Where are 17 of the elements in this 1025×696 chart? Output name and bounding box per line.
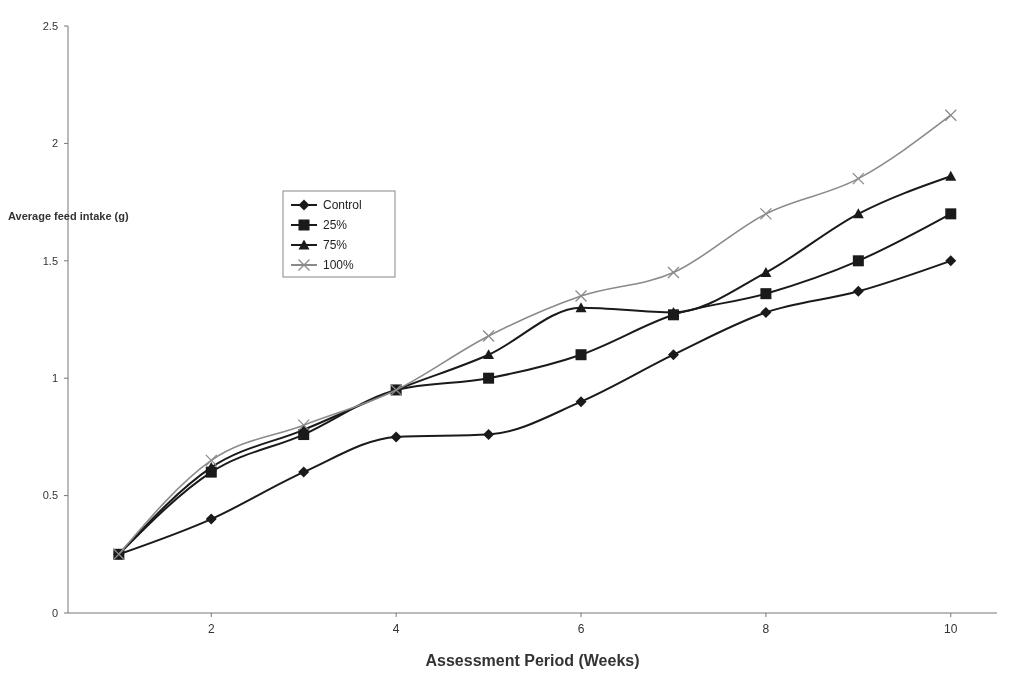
x-axis-title: Assessment Period (Weeks): [425, 652, 640, 669]
legend-label: Control: [323, 198, 362, 213]
x-tick-label: 8: [762, 622, 770, 636]
y-tick-label: 2.5: [42, 19, 58, 32]
y-tick-label: 0: [51, 606, 58, 619]
y-tick-label: 2: [51, 137, 58, 150]
x-tick-label: 10: [944, 622, 958, 636]
y-tick-label: 1: [51, 372, 58, 385]
legend-label: 75%: [323, 238, 348, 253]
x-tick-label: 4: [392, 622, 400, 636]
legend-label: 100%: [323, 258, 355, 273]
x-tick-label: 2: [207, 622, 215, 636]
y-tick-label: 0.5: [42, 489, 58, 502]
x-tick-label: 6: [577, 622, 585, 636]
legend-label: 25%: [323, 218, 348, 233]
y-tick-label: 1.5: [42, 254, 58, 267]
y-axis-title: Average feed intake (g): [8, 209, 129, 222]
